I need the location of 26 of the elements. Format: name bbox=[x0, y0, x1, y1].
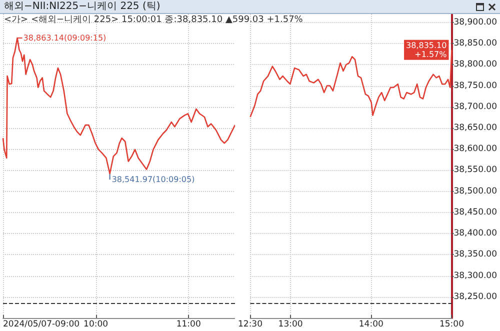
y-tick-label: 38,550.00 bbox=[454, 165, 498, 176]
y-tick-label: 38,250.00 bbox=[454, 292, 498, 302]
y-tick-label: 38,800.00 bbox=[454, 60, 498, 70]
x-tick-label: 14:00 bbox=[358, 320, 384, 330]
y-tick-label: 38,300.00 bbox=[454, 270, 498, 281]
y-tick-label: 38,750.00 bbox=[454, 80, 498, 91]
y-tick-label: 38,400.00 bbox=[454, 228, 498, 239]
x-tick-label: 15:00 bbox=[439, 320, 464, 330]
annotation: 38,541.97(10:09:05) bbox=[112, 175, 195, 184]
y-tick-label: 38,450.00 bbox=[454, 207, 498, 218]
y-tick-label: 38,850.00 bbox=[454, 38, 498, 49]
x-tick-label: 11:00 bbox=[176, 320, 201, 330]
x-tick-label: 10:00 bbox=[84, 320, 108, 330]
x-tick-label: 12:30 bbox=[238, 320, 262, 330]
x-tick-label: 2024/05/07-09:00 bbox=[3, 320, 80, 330]
y-tick-label: 38,350.00 bbox=[454, 250, 498, 260]
y-tick-label: 38,900.00 bbox=[454, 17, 498, 28]
annotation: 38,863.14(09:09:15) bbox=[23, 34, 106, 43]
chart-title: 해외−NII:NI225−니케이 225 (틱) bbox=[4, 0, 160, 13]
x-tick-label: 13:00 bbox=[278, 320, 303, 330]
y-tick-label: 38,700.00 bbox=[454, 102, 498, 112]
y-tick-label: 38,600.00 bbox=[454, 144, 498, 154]
annotation: 38,835.10 +1.57% bbox=[406, 40, 448, 59]
y-tick-label: 38,500.00 bbox=[454, 186, 498, 196]
y-tick-label: 38,650.00 bbox=[454, 123, 498, 133]
chart-subtitle: <가> <해외−니케이 225> 15:00:01 종:38,835.10 ▲599.03 +1.57% bbox=[4, 15, 303, 26]
